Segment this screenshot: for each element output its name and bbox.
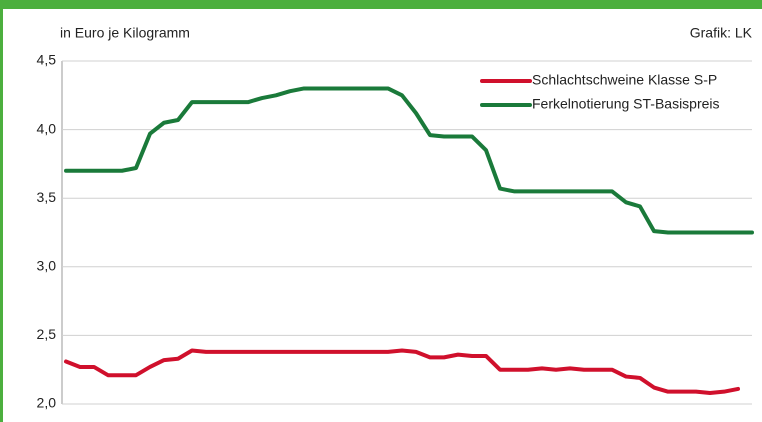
series-line — [64, 348, 740, 396]
y-tick-label: 3,0 — [37, 258, 57, 274]
header-bar — [0, 0, 762, 9]
subtitle: in Euro je Kilogramm — [60, 25, 190, 41]
y-tick-label: 4,0 — [37, 120, 57, 136]
legend-label: Schlachtschweine Klasse S-P — [532, 72, 717, 88]
series-line — [64, 86, 754, 235]
y-tick-label: 3,5 — [37, 189, 57, 205]
source: Grafik: LK — [690, 25, 753, 41]
left-border — [0, 0, 3, 422]
legend-label: Ferkelnotierung ST-Basispreis — [532, 96, 720, 112]
y-tick-label: 2,5 — [37, 326, 57, 342]
y-tick-label: 4,5 — [37, 52, 57, 68]
y-tick-label: 2,0 — [37, 395, 57, 411]
